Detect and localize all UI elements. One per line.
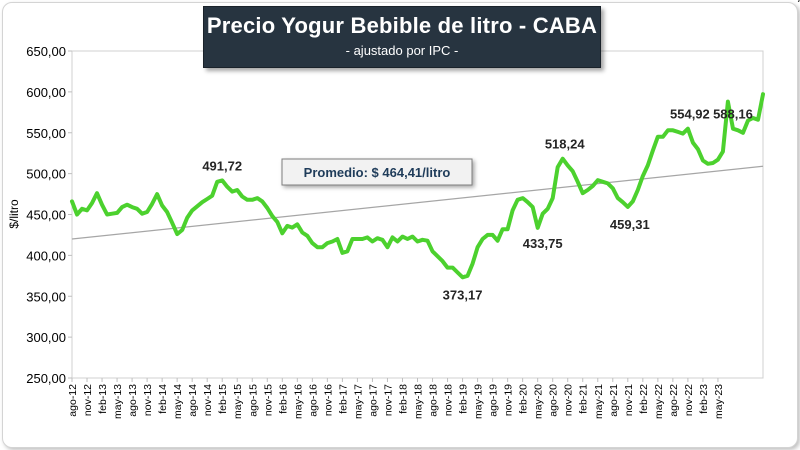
x-tick-label: nov-19 xyxy=(503,384,515,416)
chart-title: Precio Yogur Bebible de litro - CABA xyxy=(206,13,598,38)
x-tick-label: nov-18 xyxy=(443,384,455,416)
title-box: Precio Yogur Bebible de litro - CABA - a… xyxy=(203,6,601,68)
y-tick-label: 450,00 xyxy=(26,208,66,223)
data-label: 433,75 xyxy=(523,236,563,251)
x-tick-label: ago-16 xyxy=(307,384,319,417)
x-tick-label: feb-21 xyxy=(578,384,590,414)
y-tick-label: 600,00 xyxy=(26,85,66,100)
x-tick-label: nov-22 xyxy=(683,384,695,416)
x-tick-label: may-17 xyxy=(352,384,364,419)
x-tick-label: feb-19 xyxy=(458,384,470,414)
data-label: 588,16 xyxy=(713,107,753,122)
x-axis: ago-12 nov-12 feb-13 may-13 ago-13 nov-13 feb-… xyxy=(67,378,725,419)
x-tick-label: may-15 xyxy=(232,384,244,419)
chart-subtitle: - ajustado por IPC - xyxy=(345,43,459,58)
y-tick-label: 400,00 xyxy=(26,248,66,263)
x-tick-label: may-23 xyxy=(713,384,725,419)
data-label: 518,24 xyxy=(545,137,586,152)
x-tick-label: may-18 xyxy=(413,384,425,419)
x-tick-label: ago-21 xyxy=(608,384,620,417)
x-tick-label: may-22 xyxy=(653,384,665,419)
data-label: 491,72 xyxy=(202,158,242,173)
y-tick-label: 250,00 xyxy=(26,371,66,386)
x-tick-label: may-16 xyxy=(292,384,304,419)
x-tick-label: feb-23 xyxy=(698,384,710,414)
x-tick-label: ago-14 xyxy=(187,384,199,417)
x-tick-label: feb-14 xyxy=(157,384,169,414)
annotation-box xyxy=(281,158,473,186)
y-tick-label: 350,00 xyxy=(26,289,66,304)
y-axis: 250,00 300,00 350,00 400,00 450,00 500,00 550,… xyxy=(26,44,72,386)
x-tick-label: feb-17 xyxy=(337,384,349,414)
x-tick-label: nov-15 xyxy=(262,384,274,416)
x-tick-label: ago-13 xyxy=(127,384,139,417)
x-tick-label: nov-13 xyxy=(142,384,154,416)
y-tick-label: 650,00 xyxy=(26,44,66,59)
x-tick-label: feb-20 xyxy=(518,384,530,414)
y-axis-label: $/litro xyxy=(7,199,21,229)
data-labels: 491,72 373,17 433,75 518,24 459,31 554,92 588,… xyxy=(202,0,800,302)
y-tick-label: 500,00 xyxy=(26,167,66,182)
x-tick-label: may-21 xyxy=(593,384,605,419)
y-tick-label: 550,00 xyxy=(26,126,66,141)
x-tick-label: may-13 xyxy=(112,384,124,419)
data-label: 459,31 xyxy=(610,217,650,232)
series-line xyxy=(70,92,765,280)
x-tick-label: may-20 xyxy=(533,384,545,419)
annotation-text: Promedio: $ 464,41/litro xyxy=(304,165,451,180)
data-label: 373,17 xyxy=(443,287,483,302)
x-tick-label: feb-22 xyxy=(638,384,650,414)
x-tick-label: nov-17 xyxy=(382,384,394,416)
y-tick-label: 300,00 xyxy=(26,330,66,345)
data-label: 554,92 xyxy=(670,107,710,122)
trend-line xyxy=(71,165,764,240)
x-tick-label: feb-18 xyxy=(397,384,409,414)
x-tick-label: may-14 xyxy=(172,384,184,419)
x-tick-label: ago-17 xyxy=(367,384,379,417)
x-tick-label: may-19 xyxy=(473,384,485,419)
x-tick-label: ago-12 xyxy=(67,384,79,417)
x-tick-label: ago-15 xyxy=(247,384,259,417)
x-tick-label: nov-14 xyxy=(202,384,214,416)
x-tick-label: nov-16 xyxy=(322,384,334,416)
x-tick-label: ago-22 xyxy=(668,384,680,417)
x-tick-label: feb-13 xyxy=(97,384,109,414)
x-tick-label: nov-21 xyxy=(623,384,635,416)
x-tick-label: nov-12 xyxy=(82,384,94,416)
average-annotation: Promedio: $ 464,41/litro xyxy=(281,158,473,186)
x-tick-label: ago-20 xyxy=(548,384,560,417)
x-tick-label: nov-20 xyxy=(563,384,575,416)
x-tick-label: feb-15 xyxy=(217,384,229,414)
x-tick-label: ago-19 xyxy=(488,384,500,417)
x-tick-label: feb-16 xyxy=(277,384,289,414)
data-label: 597,20 xyxy=(775,0,800,3)
plot-area xyxy=(71,50,764,379)
x-tick-label: ago-18 xyxy=(428,384,440,417)
